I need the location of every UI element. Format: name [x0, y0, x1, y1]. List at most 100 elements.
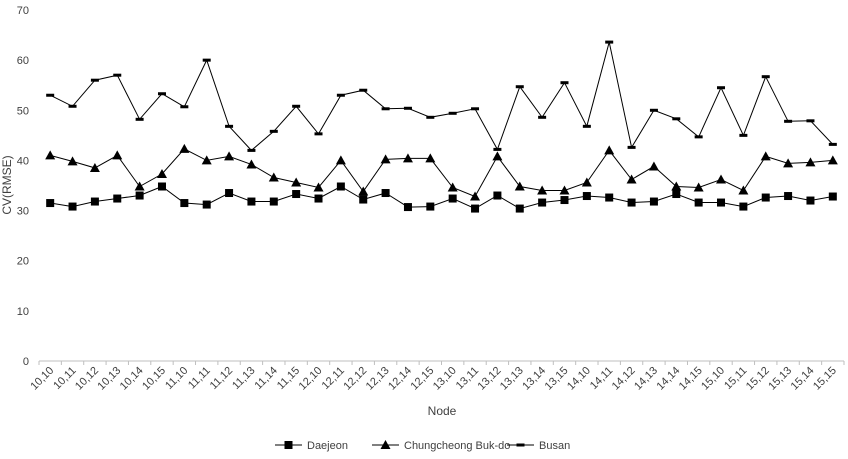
data-point-daejeon [68, 202, 77, 211]
data-point-chungcheong-buk-do [358, 186, 369, 196]
data-point-daejeon [403, 203, 412, 212]
x-tick-label: 12,13 [364, 365, 392, 393]
data-point-chungcheong-buk-do [402, 153, 413, 163]
data-point-busan [68, 104, 77, 108]
data-point-busan [90, 78, 99, 82]
series-busan [46, 40, 837, 152]
data-point-chungcheong-buk-do [492, 151, 503, 161]
data-point-busan [560, 81, 569, 85]
x-tick-label: 14,13 [632, 365, 660, 393]
data-point-daejeon [292, 190, 301, 199]
x-tick-label: 12,14 [386, 365, 414, 393]
x-tick-label: 10,12 [73, 365, 101, 393]
data-point-busan [202, 58, 211, 62]
x-tick-label: 15,12 [744, 365, 772, 393]
x-tick-label: 10,13 [95, 365, 123, 393]
data-point-busan [761, 75, 770, 79]
legend-label: Chungcheong Buk-do [404, 440, 510, 452]
data-point-chungcheong-buk-do [201, 155, 212, 165]
y-tick-label: 50 [17, 105, 29, 117]
data-point-chungcheong-buk-do [604, 145, 615, 155]
x-tick-label: 13,11 [454, 365, 481, 392]
x-tick-label: 11,13 [230, 365, 257, 392]
x-tick-label: 14,10 [565, 365, 593, 393]
data-point-chungcheong-buk-do [783, 158, 794, 168]
legend: Daejeon Chungcheong Buk-do Busan [275, 440, 570, 452]
data-point-busan [157, 92, 166, 96]
data-point-chungcheong-buk-do [134, 181, 145, 191]
data-point-daejeon [113, 194, 122, 203]
x-tick-label: 13,14 [520, 365, 548, 393]
data-point-busan [448, 111, 457, 115]
data-point-chungcheong-buk-do [246, 159, 257, 169]
data-point-busan [113, 73, 122, 77]
x-tick-label: 12,12 [341, 365, 369, 393]
legend-item-chungcheong-buk-do: Chungcheong Buk-do [372, 440, 510, 452]
x-tick-label: 13,10 [431, 365, 459, 393]
data-point-daejeon [672, 190, 681, 199]
data-point-chungcheong-buk-do [268, 172, 279, 182]
legend-item-busan: Busan [507, 440, 570, 452]
data-point-busan [135, 117, 144, 121]
data-point-busan [314, 132, 323, 136]
y-tick-label: 10 [17, 306, 29, 318]
data-point-chungcheong-buk-do [626, 174, 637, 184]
data-point-daejeon [135, 191, 144, 200]
data-point-chungcheong-buk-do [537, 185, 548, 195]
series-line-busan [49, 41, 834, 152]
data-point-daejeon [493, 191, 502, 200]
data-point-daejeon [46, 199, 55, 208]
data-point-chungcheong-buk-do [313, 182, 324, 192]
x-tick-label: 15,10 [699, 365, 727, 393]
data-point-daejeon [448, 194, 457, 203]
data-point-chungcheong-buk-do [827, 155, 838, 165]
data-point-daejeon [471, 204, 480, 213]
data-point-busan [493, 147, 502, 151]
data-point-busan [180, 105, 189, 109]
data-point-daejeon [560, 196, 569, 205]
x-axis: 10,1010,1110,1210,1310,1410,1511,1011,11… [28, 360, 845, 393]
data-point-daejeon [426, 202, 435, 211]
data-point-chungcheong-buk-do [45, 150, 56, 160]
data-point-chungcheong-buk-do [89, 162, 100, 172]
legend-label: Busan [539, 440, 570, 452]
data-point-chungcheong-buk-do [559, 185, 570, 195]
data-point-busan [292, 104, 301, 108]
x-tick-label: 11,11 [186, 365, 213, 392]
data-point-daejeon [515, 204, 524, 213]
data-point-daejeon [806, 196, 815, 205]
x-tick-label: 13,13 [498, 365, 526, 393]
data-point-busan [426, 115, 435, 119]
data-point-busan [269, 129, 278, 133]
data-point-daejeon [90, 197, 99, 206]
data-point-daejeon [381, 189, 390, 198]
data-point-busan [336, 93, 345, 97]
data-point-busan [649, 108, 658, 112]
data-point-busan [403, 106, 412, 110]
data-point-busan [381, 107, 390, 111]
data-point-busan [806, 119, 815, 123]
legend-marker [284, 441, 293, 449]
data-point-daejeon [649, 197, 658, 206]
data-point-chungcheong-buk-do [335, 155, 346, 165]
data-point-busan [247, 148, 256, 152]
data-point-daejeon [247, 197, 256, 206]
x-tick-label: 10,10 [28, 365, 56, 393]
data-point-busan [627, 145, 636, 149]
data-point-chungcheong-buk-do [112, 150, 123, 160]
data-point-busan [46, 93, 55, 97]
legend-item-daejeon: Daejeon [275, 440, 348, 452]
data-point-busan [582, 124, 591, 128]
data-point-chungcheong-buk-do [805, 157, 816, 167]
data-point-chungcheong-buk-do [760, 151, 771, 161]
series-daejeon [46, 182, 837, 213]
data-point-chungcheong-buk-do [514, 181, 525, 191]
data-point-daejeon [627, 198, 636, 207]
x-tick-label: 12,10 [297, 365, 325, 393]
y-tick-label: 30 [17, 206, 29, 218]
x-tick-label: 14,12 [610, 365, 638, 393]
data-point-busan [538, 115, 547, 119]
x-tick-label: 12,15 [408, 365, 436, 393]
data-point-busan [784, 119, 793, 123]
